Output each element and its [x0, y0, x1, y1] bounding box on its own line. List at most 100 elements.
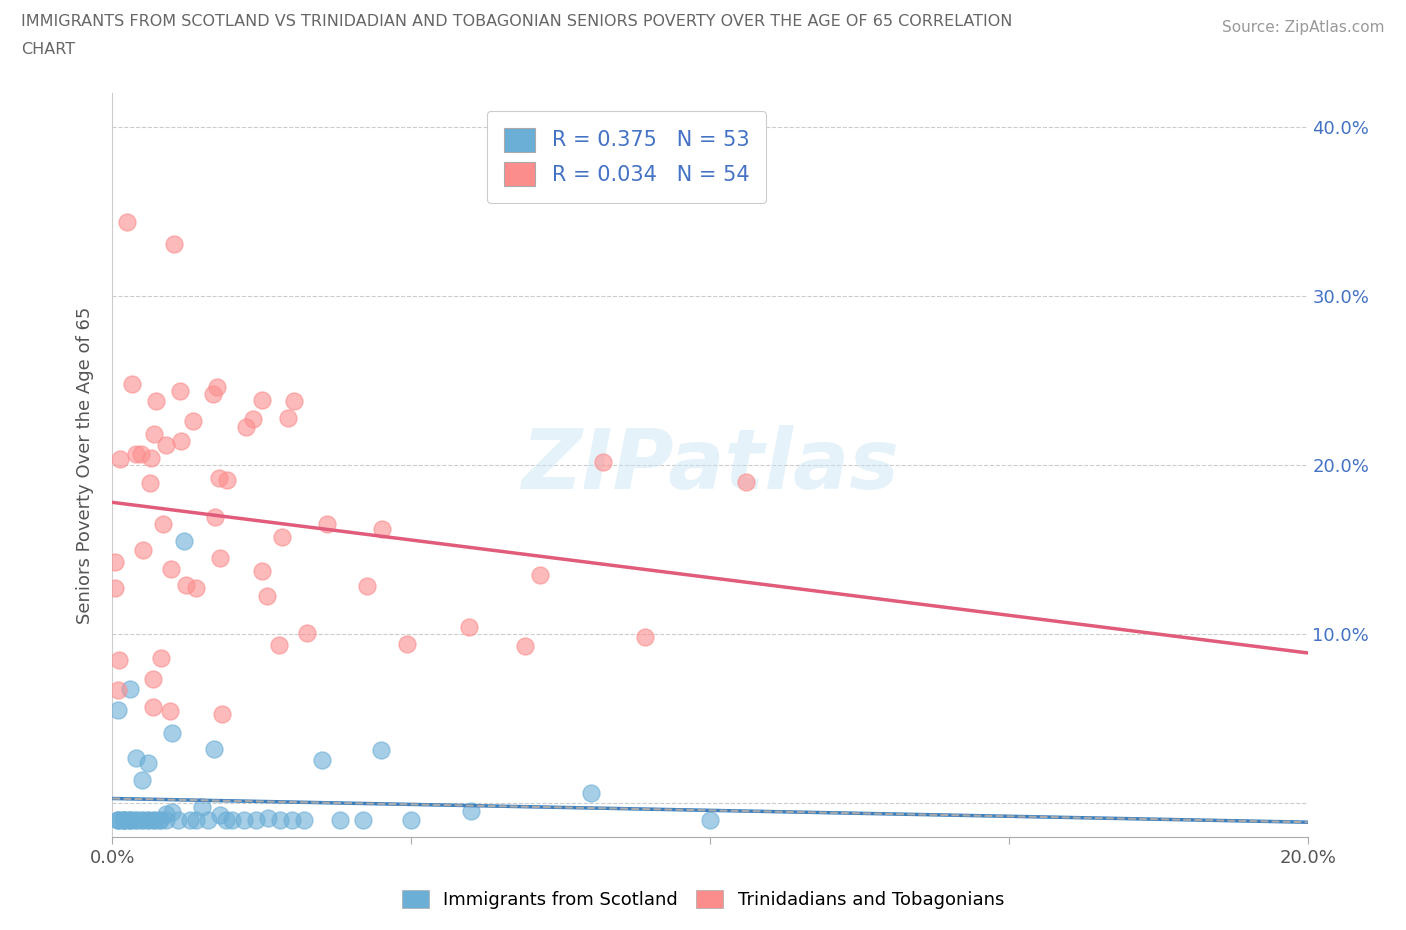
Point	[125, 813, 148, 828]
Point	[155, 813, 177, 828]
Point	[401, 813, 423, 828]
Point	[460, 804, 482, 818]
Point	[138, 813, 160, 828]
Point	[149, 813, 172, 828]
Point	[202, 741, 225, 756]
Point	[209, 807, 232, 822]
Y-axis label: Seniors Poverty Over the Age of 65: Seniors Poverty Over the Age of 65	[76, 306, 94, 624]
Point	[329, 813, 352, 828]
Point	[138, 813, 160, 828]
Point	[162, 804, 183, 819]
Point	[170, 433, 193, 448]
Point	[184, 580, 207, 595]
Point	[162, 726, 183, 741]
Point	[281, 813, 304, 828]
Text: Source: ZipAtlas.com: Source: ZipAtlas.com	[1222, 20, 1385, 35]
Point	[186, 813, 208, 828]
Point	[315, 516, 337, 531]
Point	[132, 542, 155, 557]
Point	[257, 811, 280, 826]
Point	[269, 813, 291, 828]
Text: IMMIGRANTS FROM SCOTLAND VS TRINIDADIAN AND TOBAGONIAN SENIORS POVERTY OVER THE : IMMIGRANTS FROM SCOTLAND VS TRINIDADIAN …	[21, 14, 1012, 29]
Point	[149, 813, 172, 828]
Text: CHART: CHART	[21, 42, 75, 57]
Point	[292, 813, 315, 828]
Point	[174, 578, 197, 592]
Point	[173, 534, 195, 549]
Point	[208, 471, 231, 485]
Point	[131, 772, 153, 787]
Point	[245, 813, 267, 828]
Point	[353, 813, 375, 828]
Point	[201, 386, 224, 401]
Point	[104, 581, 127, 596]
Point	[104, 555, 127, 570]
Point	[138, 756, 160, 771]
Point	[197, 813, 219, 828]
Point	[139, 450, 162, 465]
Point	[181, 413, 204, 428]
Point	[267, 638, 290, 653]
Point	[735, 474, 758, 489]
Point	[371, 522, 394, 537]
Point	[120, 813, 142, 828]
Point	[131, 813, 153, 828]
Point	[277, 411, 299, 426]
Point	[159, 704, 181, 719]
Point	[143, 813, 166, 828]
Point	[145, 393, 167, 408]
Point	[167, 813, 190, 828]
Point	[121, 377, 143, 392]
Point	[107, 813, 129, 828]
Point	[356, 578, 378, 593]
Point	[125, 813, 148, 828]
Legend: Immigrants from Scotland, Trinidadians and Tobagonians: Immigrants from Scotland, Trinidadians a…	[395, 883, 1011, 916]
Point	[256, 589, 278, 604]
Point	[125, 751, 148, 765]
Point	[250, 564, 273, 578]
Point	[529, 567, 551, 582]
Point	[114, 813, 135, 828]
Point	[107, 702, 129, 717]
Legend: R = 0.375   N = 53, R = 0.034   N = 54: R = 0.375 N = 53, R = 0.034 N = 54	[486, 111, 766, 203]
Point	[159, 562, 181, 577]
Point	[458, 619, 481, 634]
Point	[129, 446, 152, 461]
Point	[120, 813, 142, 828]
Point	[107, 653, 129, 668]
Point	[114, 813, 135, 828]
Point	[169, 383, 191, 398]
Point	[370, 743, 392, 758]
Point	[233, 813, 256, 828]
Point	[114, 813, 135, 828]
Point	[107, 813, 129, 828]
Point	[579, 785, 602, 800]
Point	[270, 530, 292, 545]
Point	[295, 626, 318, 641]
Point	[513, 639, 536, 654]
Point	[208, 551, 231, 565]
Point	[107, 683, 129, 698]
Point	[142, 427, 165, 442]
Point	[699, 813, 721, 828]
Point	[152, 517, 174, 532]
Point	[191, 800, 214, 815]
Point	[205, 379, 228, 394]
Point	[592, 455, 614, 470]
Point	[139, 475, 162, 490]
Point	[115, 215, 138, 230]
Point	[283, 393, 305, 408]
Point	[107, 813, 129, 828]
Text: ZIPatlas: ZIPatlas	[522, 424, 898, 506]
Point	[163, 237, 186, 252]
Point	[634, 630, 657, 644]
Point	[235, 420, 257, 435]
Point	[217, 472, 239, 487]
Point	[110, 452, 132, 467]
Point	[395, 637, 418, 652]
Point	[142, 671, 165, 686]
Point	[131, 813, 153, 828]
Point	[242, 411, 264, 426]
Point	[211, 707, 233, 722]
Point	[204, 510, 226, 525]
